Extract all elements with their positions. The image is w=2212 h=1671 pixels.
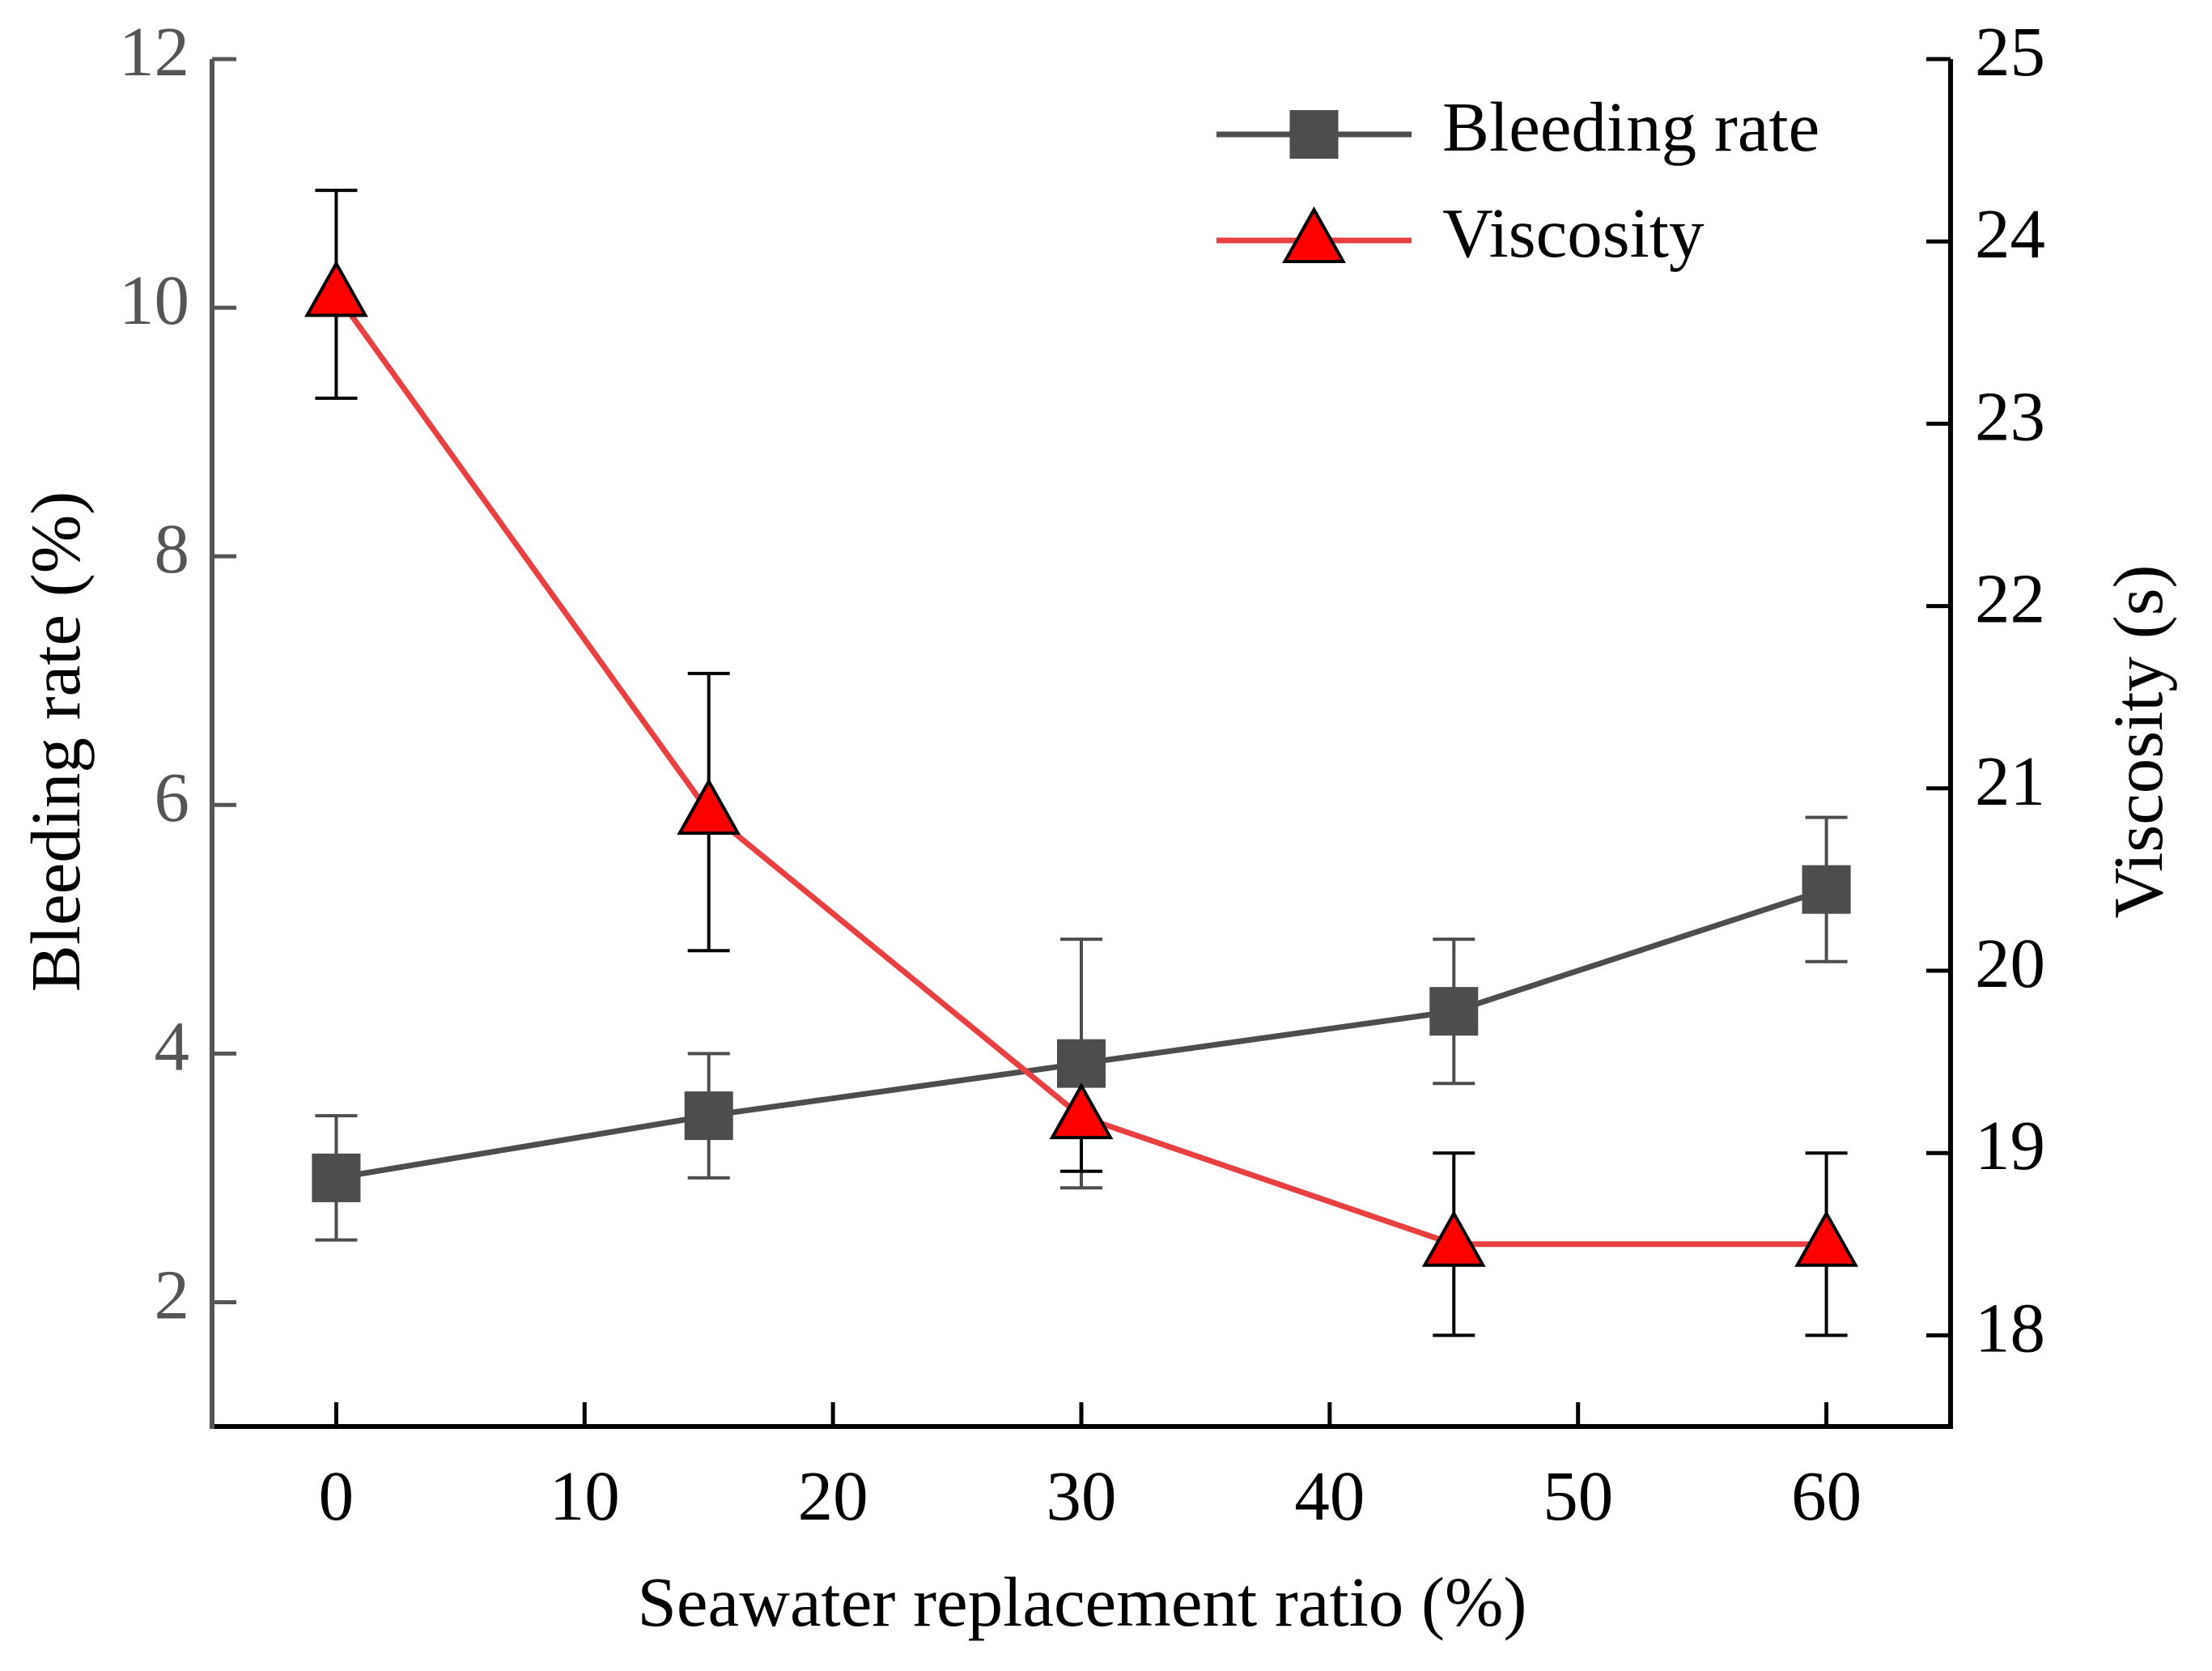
x-tick-label: 50 <box>1543 1456 1613 1535</box>
y2-tick-label: 23 <box>1975 376 2045 455</box>
marker <box>684 1091 733 1141</box>
y-tick-label: 10 <box>119 261 189 339</box>
y2-tick-label: 24 <box>1975 194 2045 273</box>
marker <box>1794 1210 1858 1267</box>
y2-tick-label: 18 <box>1975 1288 2045 1367</box>
y-tick-label: 12 <box>119 12 189 91</box>
x-tick-label: 20 <box>798 1456 868 1535</box>
x-tick-label: 60 <box>1791 1456 1862 1535</box>
x-axis-title: Seawater replacement ratio (%) <box>638 1563 1527 1641</box>
y2-tick-label: 25 <box>1975 12 2045 91</box>
y2-tick-label: 19 <box>1975 1106 2045 1184</box>
x-tick-label: 40 <box>1294 1456 1365 1535</box>
marker <box>1049 1082 1114 1140</box>
y2-tick-label: 20 <box>1975 924 2045 1002</box>
y-tick-label: 8 <box>155 509 190 588</box>
legend-label: Viscosity <box>1442 193 1705 272</box>
marker <box>304 260 368 317</box>
y-axis-title: Bleeding rate (%) <box>16 491 95 992</box>
y-tick-label: 2 <box>155 1255 190 1333</box>
x-tick-label: 10 <box>550 1456 620 1535</box>
legend-marker <box>1282 206 1346 263</box>
x-tick-label: 0 <box>319 1456 355 1535</box>
marker <box>312 1153 361 1202</box>
marker <box>1429 987 1479 1036</box>
y2-tick-label: 21 <box>1975 742 2045 820</box>
marker <box>1421 1210 1486 1267</box>
y-tick-label: 6 <box>155 758 190 836</box>
y2-axis-title: Viscosity (s) <box>2099 565 2177 919</box>
marker <box>677 777 741 836</box>
y2-tick-label: 22 <box>1975 559 2045 638</box>
y-tick-label: 4 <box>155 1006 190 1085</box>
marker <box>1802 865 1851 914</box>
x-tick-label: 30 <box>1047 1456 1117 1535</box>
marker <box>1057 1039 1106 1088</box>
legend-label: Bleeding rate <box>1442 87 1819 166</box>
legend-marker <box>1289 110 1339 159</box>
